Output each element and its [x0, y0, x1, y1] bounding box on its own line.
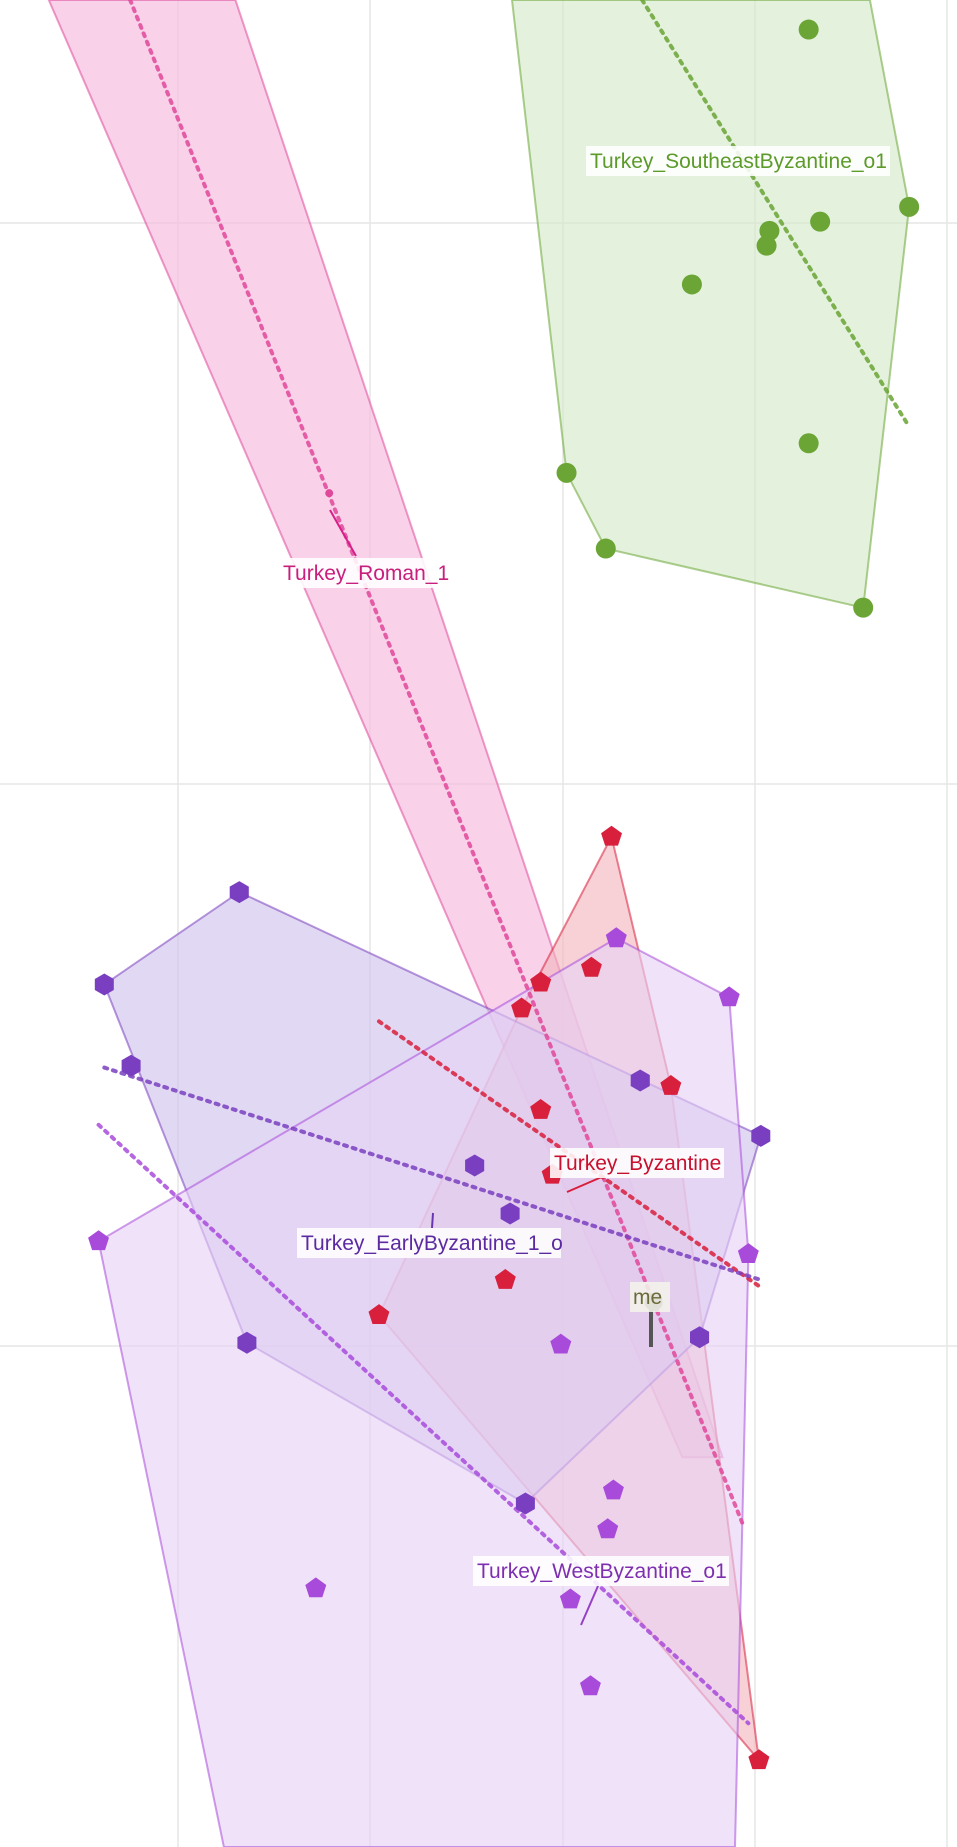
turkey-roman-1-trend-line [128, 0, 745, 1526]
turkey-westbyzantine-o1-point-6 [603, 1479, 624, 1500]
label-roman-leader [329, 509, 357, 557]
turkey-southeastbyzantine-o1-area [510, 0, 911, 609]
turkey-westbyzantine-o1-point-7 [597, 1518, 619, 1539]
turkey-byzantine-point-5 [660, 1075, 682, 1095]
turkey-southeastbyzantine-o1-trend-line [640, 0, 912, 429]
turkey-southeastbyzantine-o1-point-4 [759, 220, 780, 241]
turkey-southeastbyzantine-o1-point-2 [810, 211, 831, 232]
turkey-byzantine-point-4 [511, 997, 532, 1018]
turkey-westbyzantine-o1-point-1 [605, 927, 627, 948]
label-west-text: Turkey_WestByzantine_o1 [477, 1560, 727, 1583]
turkey-earlybyzantine-1-o-point-4 [630, 1069, 650, 1092]
turkey-earlybyzantine-1-o-point-8 [690, 1326, 710, 1349]
turkey-westbyzantine-o1-point-2 [718, 986, 740, 1007]
turkey-byzantine-point-1 [601, 825, 622, 846]
turkey-westbyzantine-o1-point-4 [737, 1243, 759, 1263]
turkey-earlybyzantine-1-o-trend-line [102, 1065, 763, 1282]
turkey-southeastbyzantine-o1-point-9 [595, 538, 616, 559]
turkey-southeastbyzantine-o1-point-3 [899, 196, 920, 217]
label-southeast: Turkey_SoutheastByzantine_o1 [586, 146, 890, 176]
turkey-byzantine-point-3 [581, 956, 602, 977]
label-west-leader [580, 1585, 599, 1626]
turkey-southeastbyzantine-o1-point-10 [853, 597, 874, 618]
label-byzantine: Turkey_Byzantine [550, 1148, 724, 1193]
label-early: Turkey_EarlyByzantine_1_o [297, 1212, 563, 1258]
turkey-westbyzantine-o1-trend-line [96, 1122, 751, 1726]
label-west: Turkey_WestByzantine_o1 [473, 1556, 729, 1626]
label-roman-text: Turkey_Roman_1 [283, 562, 449, 585]
turkey-earlybyzantine-1-o-point-9 [237, 1331, 257, 1354]
turkey-westbyzantine-o1-point-5 [550, 1333, 572, 1354]
series-labels: Turkey_SoutheastByzantine_o1 Turkey_Roma… [279, 146, 890, 1626]
label-byzantine-leader [566, 1175, 605, 1193]
turkey-roman-1-point-1 [325, 489, 334, 498]
label-roman: Turkey_Roman_1 [279, 509, 449, 588]
turkey-southeastbyzantine-o1-point-5 [756, 235, 777, 256]
turkey-southeastbyzantine-o1-point-7 [798, 433, 819, 454]
turkey-southeastbyzantine-o1-point-6 [681, 274, 702, 295]
turkey-byzantine-point-8 [494, 1269, 516, 1289]
label-me-text: me [633, 1286, 662, 1309]
label-early-text: Turkey_EarlyByzantine_1_o [301, 1232, 563, 1255]
turkey-byzantine-point-9 [368, 1304, 390, 1324]
turkey-westbyzantine-o1-point-9 [580, 1675, 601, 1696]
data-points [88, 19, 920, 1770]
label-me: me [630, 1282, 670, 1347]
turkey-westbyzantine-o1-point-10 [305, 1577, 327, 1598]
turkey-earlybyzantine-1-o-point-1 [229, 881, 249, 904]
turkey-earlybyzantine-1-o-point-3 [121, 1054, 141, 1077]
turkey-westbyzantine-o1-point-3 [88, 1230, 109, 1251]
label-early-leader [431, 1212, 434, 1229]
turkey-southeastbyzantine-o1-point-1 [798, 19, 819, 40]
turkey-earlybyzantine-1-o-point-6 [465, 1154, 485, 1177]
turkey-byzantine-point-6 [530, 1099, 552, 1119]
turkey-byzantine-point-10 [748, 1749, 770, 1770]
label-southeast-text: Turkey_SoutheastByzantine_o1 [590, 150, 887, 173]
turkey-earlybyzantine-1-o-point-5 [751, 1124, 771, 1147]
turkey-southeastbyzantine-o1-point-8 [556, 462, 577, 483]
turkey-earlybyzantine-1-o-point-7 [500, 1202, 520, 1225]
turkey-westbyzantine-o1-point-8 [559, 1588, 581, 1609]
turkey-earlybyzantine-1-o-point-2 [94, 973, 114, 996]
label-byzantine-text: Turkey_Byzantine [554, 1152, 721, 1175]
turkey-earlybyzantine-1-o-point-10 [515, 1492, 535, 1515]
turkey-byzantine-point-2 [530, 971, 552, 992]
